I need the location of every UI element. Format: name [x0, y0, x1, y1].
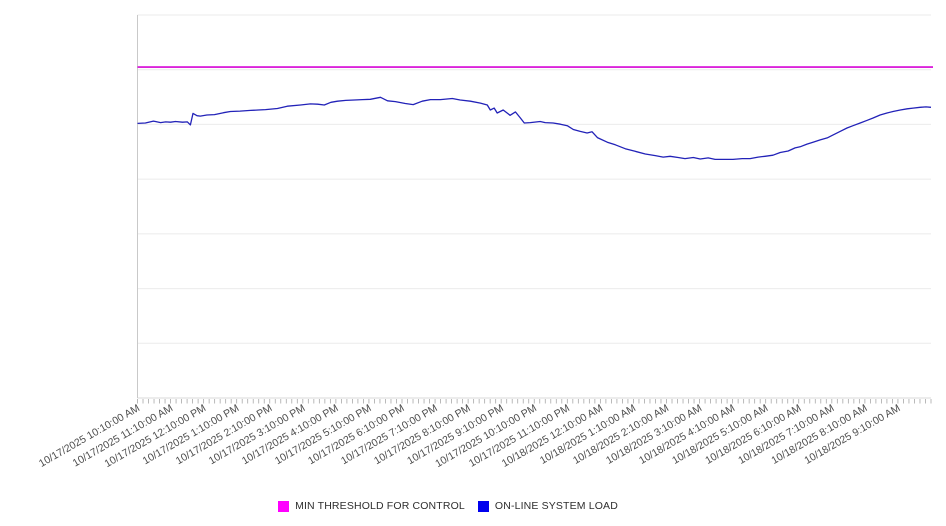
x-axis-ticks — [137, 399, 932, 404]
chart-legend: MIN THRESHOLD FOR CONTROL ON-LINE SYSTEM… — [0, 496, 896, 516]
legend-label-load: ON-LINE SYSTEM LOAD — [494, 500, 618, 512]
legend-label-threshold: MIN THRESHOLD FOR CONTROL — [295, 500, 465, 512]
gridlines — [137, 14, 931, 399]
legend-swatch-threshold-icon — [278, 500, 290, 512]
load-series-line — [137, 96, 932, 161]
legend-item-threshold[interactable]: MIN THRESHOLD FOR CONTROL — [278, 500, 465, 512]
legend-item-load[interactable]: ON-LINE SYSTEM LOAD — [477, 500, 618, 512]
legend-swatch-load-icon — [477, 500, 489, 512]
